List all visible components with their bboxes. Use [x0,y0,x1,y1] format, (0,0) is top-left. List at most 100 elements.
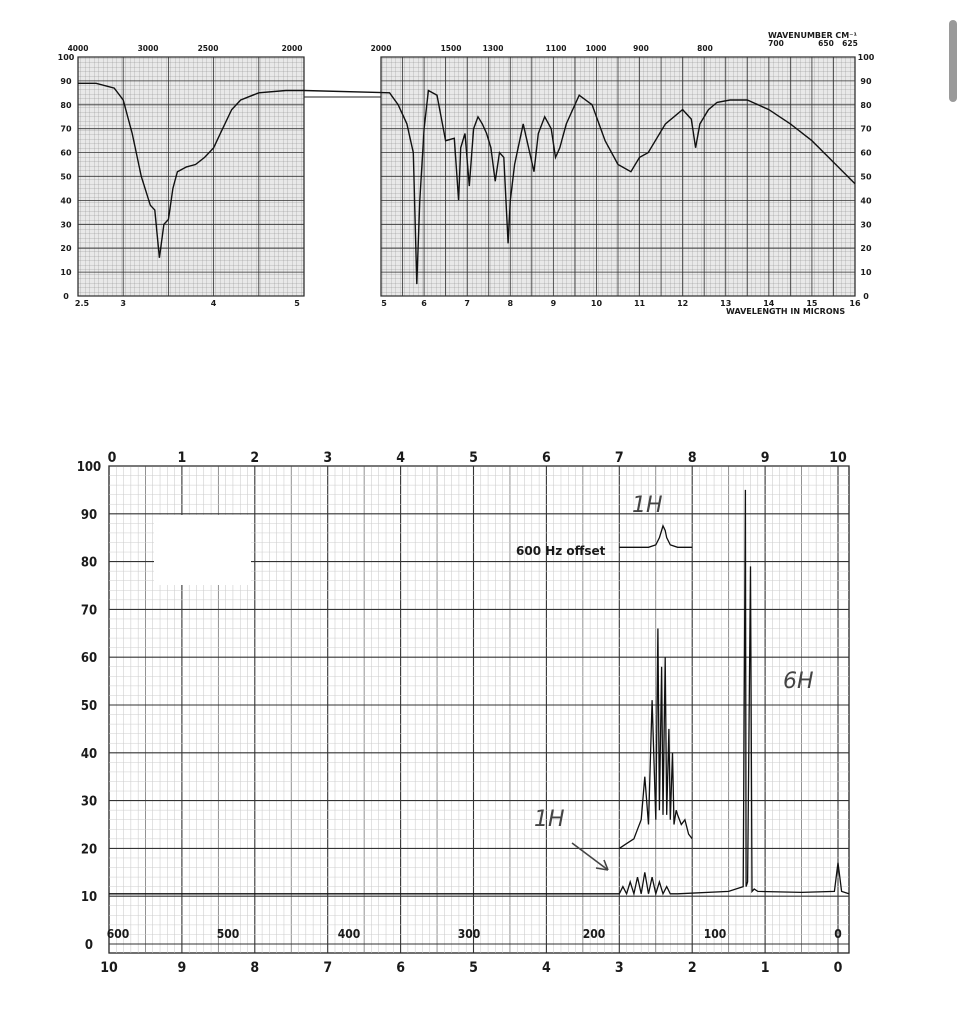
nmr-bottom-label: 0 [834,960,843,976]
ir-top-label: 2000 [371,44,392,53]
ir-bottom-label: 9 [551,299,557,308]
nmr-bottom-axis: 10 9 8 7 6 5 4 3 2 1 0 [100,960,842,976]
ir-bottom-label: 3 [120,299,126,308]
nmr-blank-box [154,515,251,585]
ir-bottom-axis: 2.5 3 4 5 5 6 7 8 9 10 11 12 13 14 15 16 [75,299,861,308]
ir-wavelength-label: WAVELENGTH IN MICRONS [726,307,845,316]
ir-top-label: 4000 [68,44,89,53]
nmr-trace-expanded [618,628,693,849]
ir-left-tick: 10 [60,268,72,277]
nmr-bottom-label: 7 [323,960,332,976]
ir-right-tick: 30 [860,220,872,229]
ir-left-tick: 70 [60,125,72,134]
annotation-6h: 6H [783,669,814,694]
ir-bottom-label: 15 [806,299,818,308]
ir-top-label: 625 [842,39,858,48]
ir-top-axis: 4000 3000 2500 2000 2000 1500 1300 1100 1000 900 8… [68,39,858,53]
ir-top-label: 1100 [546,44,567,53]
ir-top-label: 650 [818,39,834,48]
nmr-top-label: 5 [469,450,478,466]
ir-bottom-label: 7 [464,299,470,308]
annotation-1h-top: 1H [632,493,663,518]
nmr-top-label: 2 [250,450,259,466]
nmr-bottom-label: 5 [469,960,478,976]
ir-left-tick: 60 [60,149,72,158]
nmr-left-tick: 0 [85,938,93,953]
nmr-bottom-label: 4 [542,960,551,976]
nmr-hz-label: 200 [583,927,606,941]
ir-left-tick: 20 [60,244,72,253]
nmr-hz-axis: 600 500 400 300 200 100 0 [107,927,842,941]
ir-top-label: 1000 [586,44,607,53]
ir-right-tick: 0 [863,292,869,301]
nmr-hz-label: 600 [107,927,130,941]
ir-right-panel [380,56,856,297]
ir-bottom-label: 8 [507,299,513,308]
ir-bottom-label: 10 [591,299,603,308]
nmr-bottom-label: 2 [688,960,697,976]
nmr-top-label: 0 [108,450,117,466]
nmr-left-tick: 30 [81,795,97,810]
nmr-bottom-label: 10 [100,960,118,976]
ir-spectrum [78,82,856,285]
nmr-trace-offset [619,523,693,548]
ir-bottom-label: 11 [634,299,646,308]
nmr-top-label: 10 [829,450,847,466]
ir-bottom-label: 6 [421,299,427,308]
nmr-left-tick: 10 [81,890,97,905]
nmr-spectrum [109,489,850,897]
ir-right-tick: 20 [860,244,872,253]
nmr-top-label: 3 [323,450,332,466]
annotation-arrow [571,842,609,871]
nmr-left-tick: 60 [81,651,97,666]
nmr-bottom-label: 3 [615,960,624,976]
nmr-bottom-label: 1 [761,960,770,976]
nmr-top-label: 7 [615,450,624,466]
ir-bottom-label: 12 [677,299,688,308]
ir-left-panel [77,56,305,297]
ir-right-tick: 50 [860,173,872,182]
nmr-top-label: 6 [542,450,551,466]
ir-top-label: 1500 [441,44,462,53]
ir-right-tick: 60 [860,149,872,158]
annotation-1h-left: 1H [534,807,565,832]
ir-top-label: 800 [697,44,713,53]
ir-top-label: 700 [768,39,784,48]
ir-top-label: 3000 [138,44,159,53]
ir-left-tick: 100 [58,53,75,62]
nmr-hz-label: 400 [338,927,361,941]
nmr-bottom-label: 9 [178,960,187,976]
nmr-left-tick: 40 [81,747,97,762]
ir-left-tick: 80 [60,101,72,110]
ir-bottom-label: 5 [381,299,387,308]
nmr-left-tick: 70 [81,603,97,618]
nmr-hz-label: 100 [704,927,727,941]
ir-wavenumber-label: WAVENUMBER CM⁻¹ [768,31,857,40]
nmr-hz-label: 500 [217,927,240,941]
nmr-top-label: 1 [178,450,187,466]
scrollbar[interactable] [949,20,957,102]
ir-bottom-label: 5 [294,299,300,308]
nmr-bottom-label: 6 [396,960,405,976]
nmr-left-tick: 20 [81,842,97,857]
ir-right-tick: 10 [860,268,872,277]
ir-right-tick: 90 [860,77,872,86]
nmr-top-label: 9 [761,450,770,466]
ir-left-tick: 30 [60,220,72,229]
ir-top-label: 2000 [282,44,303,53]
ir-trace-right [303,89,856,285]
ir-right-tick: 40 [860,196,872,205]
ir-bottom-label: 4 [211,299,217,308]
ir-top-label: 2500 [198,44,219,53]
nmr-trace-main [109,489,850,897]
nmr-panel [108,465,850,954]
ir-left-tick: 0 [63,292,69,301]
ir-bottom-label: 2.5 [75,299,90,308]
ir-trace-left [78,82,304,258]
ir-bottom-label: 13 [720,299,731,308]
nmr-top-label: 4 [396,450,405,466]
